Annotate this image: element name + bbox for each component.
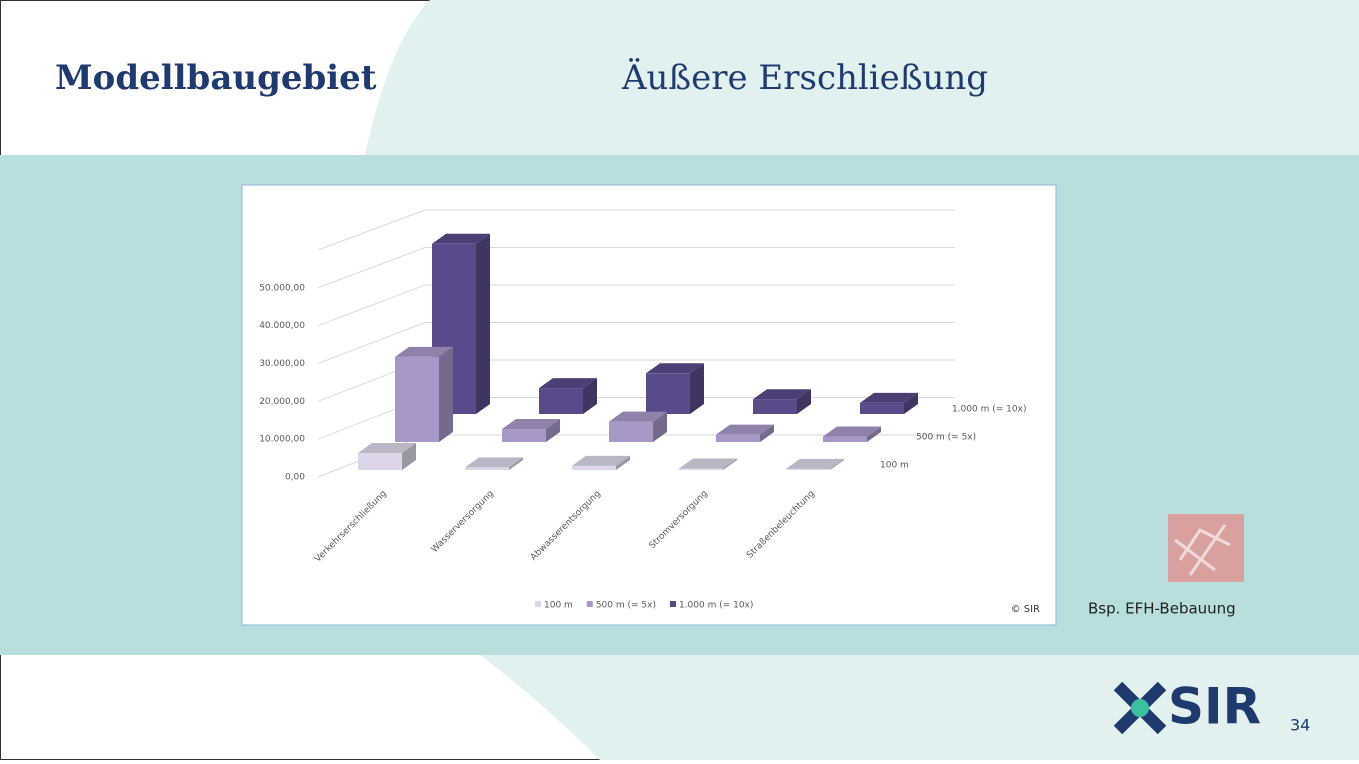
bar bbox=[679, 458, 737, 470]
bar-front bbox=[753, 399, 797, 414]
bar-top bbox=[502, 419, 560, 430]
y-tick-label: 50.000,00 bbox=[259, 283, 305, 293]
bar-top bbox=[609, 411, 667, 422]
bar-top bbox=[432, 233, 490, 244]
bar-front bbox=[679, 468, 723, 470]
bar-top bbox=[786, 458, 844, 469]
bar-side bbox=[690, 363, 704, 414]
bar-front bbox=[395, 356, 439, 442]
bar bbox=[823, 426, 881, 442]
depth-label: 500 m (= 5x) bbox=[916, 433, 976, 443]
legend-label: 500 m (= 5x) bbox=[596, 601, 656, 611]
bar-side bbox=[653, 411, 667, 442]
photo-detail bbox=[1174, 524, 1231, 576]
y-tick-label: 40.000,00 bbox=[259, 321, 305, 331]
bar-side bbox=[583, 378, 597, 414]
bar-top bbox=[395, 346, 453, 357]
bar bbox=[395, 346, 453, 442]
bar bbox=[646, 363, 704, 414]
legend-swatch bbox=[586, 601, 593, 607]
bar-side bbox=[797, 389, 811, 414]
bar-side bbox=[439, 346, 453, 442]
bar-front bbox=[502, 429, 546, 442]
depth-label: 100 m bbox=[880, 461, 909, 471]
bar-top bbox=[823, 426, 881, 437]
bar-front bbox=[539, 388, 583, 414]
bar-top bbox=[572, 455, 630, 466]
bar-side bbox=[546, 419, 560, 442]
page-number: 34 bbox=[1290, 716, 1310, 735]
legend-label: 100 m bbox=[544, 601, 573, 611]
bar-front bbox=[609, 421, 653, 442]
bar bbox=[539, 378, 597, 414]
grid-line bbox=[317, 209, 955, 251]
y-tick-label: 20.000,00 bbox=[259, 397, 305, 407]
footer-shape bbox=[480, 655, 1359, 760]
bar-side bbox=[509, 457, 523, 470]
bar-top bbox=[646, 363, 704, 374]
legend-label: 1.000 m (= 10x) bbox=[679, 601, 753, 611]
y-tick-label: 10.000,00 bbox=[259, 435, 305, 445]
slide-subtitle: Äußere Erschließung bbox=[621, 58, 988, 98]
y-tick-label: 30.000,00 bbox=[259, 359, 305, 369]
bar-side bbox=[867, 426, 881, 442]
depth-label: 1.000 m (= 10x) bbox=[952, 405, 1026, 415]
bar-top bbox=[753, 389, 811, 400]
bar bbox=[572, 455, 630, 470]
bar-front bbox=[786, 468, 830, 470]
bar-front bbox=[860, 402, 904, 414]
grid-line bbox=[317, 284, 955, 327]
bar bbox=[358, 442, 416, 470]
bar-front bbox=[358, 452, 402, 470]
legend-swatch bbox=[535, 601, 541, 607]
bar bbox=[753, 389, 811, 414]
bar-front bbox=[823, 436, 867, 442]
slide-title: Modellbaugebiet bbox=[55, 58, 377, 98]
header-shape bbox=[365, 0, 1359, 155]
bar-side bbox=[723, 458, 737, 470]
copyright: © SIR bbox=[1011, 604, 1040, 615]
bar-side bbox=[760, 424, 774, 442]
bar bbox=[502, 419, 560, 442]
bar-side bbox=[904, 392, 918, 414]
bar-top bbox=[465, 457, 523, 468]
y-tick-label: 0,00 bbox=[285, 473, 305, 483]
bar-top bbox=[539, 378, 597, 389]
bar bbox=[465, 457, 523, 470]
bar-side bbox=[830, 458, 844, 470]
bar-top bbox=[679, 458, 737, 469]
bar bbox=[860, 392, 918, 414]
bar bbox=[716, 424, 774, 442]
bar bbox=[786, 458, 844, 470]
bar-side bbox=[616, 455, 630, 470]
bar-front bbox=[465, 467, 509, 470]
bar bbox=[609, 411, 667, 442]
grid-line bbox=[317, 247, 955, 289]
bar bbox=[432, 233, 490, 414]
bar-front bbox=[572, 465, 616, 470]
bar-side bbox=[476, 233, 490, 414]
legend-swatch bbox=[669, 601, 676, 607]
bar-top bbox=[358, 442, 416, 453]
bar-front bbox=[646, 373, 690, 414]
logo-icon bbox=[1113, 681, 1167, 735]
caption: Bsp. EFH-Bebauung bbox=[1088, 600, 1236, 618]
photo bbox=[1168, 514, 1244, 582]
grid-line bbox=[317, 322, 955, 364]
bar-side bbox=[402, 442, 416, 470]
logo: SIR bbox=[1168, 678, 1261, 736]
bar-top bbox=[860, 392, 918, 403]
bar-top bbox=[716, 424, 774, 435]
bar-front bbox=[716, 434, 760, 442]
